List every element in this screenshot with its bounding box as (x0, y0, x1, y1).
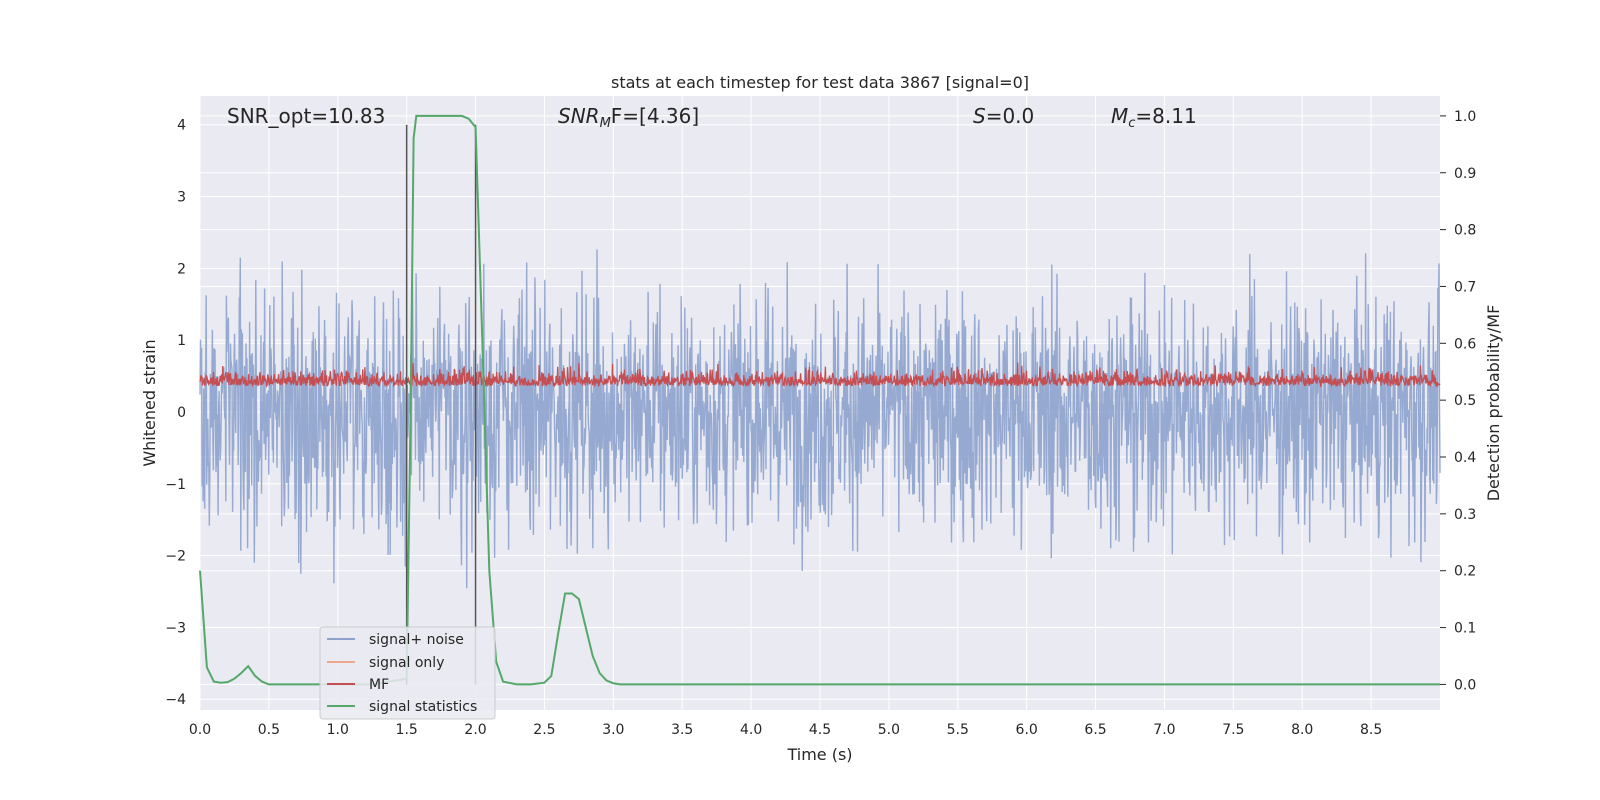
y2-tick-label: 0.5 (1454, 393, 1476, 409)
legend-label-mf: MF (369, 677, 389, 693)
y-tick-label: 2 (177, 261, 186, 277)
y-tick-label: 0 (177, 405, 186, 421)
ticks: 0.0 0.5 1.0 1.5 2.0 2.5 3.0 3.5 4.0 4.5 5.0 5.5 6.0 6… (165, 109, 1476, 738)
legend-box (319, 626, 496, 720)
y-tick-label: 1 (177, 333, 186, 349)
chart-title: stats at each timestep for test data 386… (611, 73, 1029, 92)
x-tick-label: 8.0 (1291, 722, 1313, 738)
series-signal-statistics (199, 114, 1440, 686)
y2-tick-label: 0.0 (1454, 677, 1476, 693)
x-tick-label: 7.5 (1222, 722, 1244, 738)
y-tick-label: 4 (177, 118, 186, 134)
legend-label-signal-only: signal only (369, 655, 444, 671)
y-tick-label: −4 (165, 692, 186, 708)
x-tick-label: 8.5 (1360, 722, 1382, 738)
y-tick-label: 3 (177, 190, 186, 206)
y-axis-label: Whitened strain (140, 339, 159, 466)
legend-label-signal-statistics: signal statistics (369, 699, 477, 715)
x-tick-label: 3.5 (671, 722, 693, 738)
y-tick-label: −1 (165, 477, 186, 493)
x-tick-label: 4.5 (809, 722, 831, 738)
x-tick-label: 4.0 (740, 722, 762, 738)
x-tick-label: 7.0 (1153, 722, 1175, 738)
x-tick-label: 6.0 (1016, 722, 1038, 738)
y-tick-label: −3 (165, 620, 186, 636)
x-tick-label: 5.5 (947, 722, 969, 738)
x-tick-label: 3.0 (602, 722, 624, 738)
y2-tick-label: 0.6 (1454, 336, 1476, 352)
annotation-snr-opt: SNR_opt=10.83 (227, 104, 385, 128)
x-tick-label: 0.0 (189, 722, 211, 738)
x-tick-label: 0.5 (258, 722, 280, 738)
y2-tick-label: 1.0 (1454, 109, 1476, 125)
x-tick-label: 6.5 (1084, 722, 1106, 738)
annotation-snr-mf: SNRMF=[4.36] (558, 104, 699, 131)
y2-tick-label: 0.1 (1454, 621, 1476, 637)
y2-tick-label: 0.2 (1454, 564, 1476, 580)
y-tick-label: −2 (165, 549, 186, 565)
legend: signal+ noise signal only MF signal stat… (319, 626, 496, 720)
x-tick-label: 2.0 (464, 722, 486, 738)
y2-tick-label: 0.8 (1454, 223, 1476, 239)
x-tick-label: 1.5 (396, 722, 418, 738)
legend-label-signal-noise: signal+ noise (369, 632, 464, 648)
y2-axis-label: Detection probability/MF (1484, 305, 1503, 502)
y2-tick-label: 0.7 (1454, 279, 1476, 295)
annotation-s: S=0.0 (973, 104, 1034, 128)
y2-tick-label: 0.4 (1454, 450, 1476, 466)
annotation-mc: Mc=8.11 (1111, 104, 1197, 131)
signal-statistics-line (199, 114, 1440, 686)
x-axis-label: Time (s) (786, 745, 852, 764)
x-tick-label: 2.5 (533, 722, 555, 738)
window-markers (405, 124, 477, 685)
x-tick-label: 5.0 (878, 722, 900, 738)
x-tick-label: 1.0 (327, 722, 349, 738)
y2-tick-label: 0.9 (1454, 166, 1476, 182)
y2-tick-label: 0.3 (1454, 507, 1476, 523)
